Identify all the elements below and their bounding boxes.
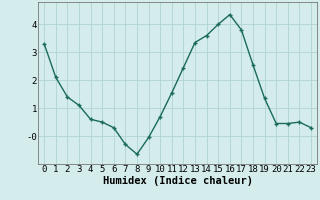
- X-axis label: Humidex (Indice chaleur): Humidex (Indice chaleur): [103, 176, 252, 186]
